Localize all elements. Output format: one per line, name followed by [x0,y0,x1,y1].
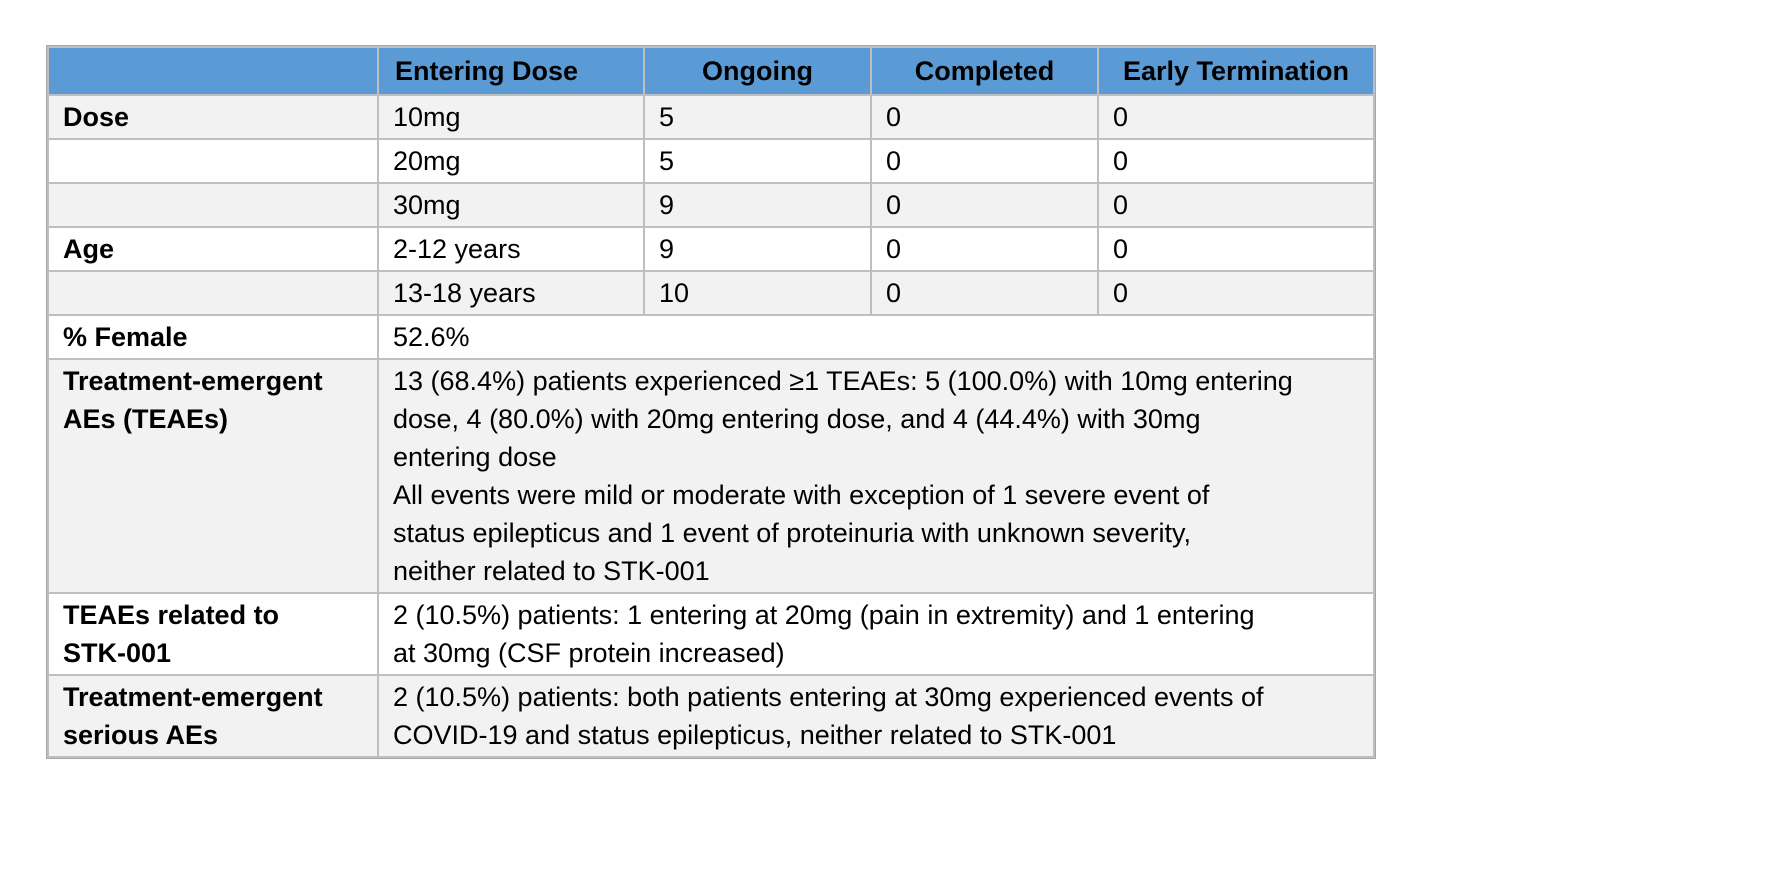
ongoing-cell: 5 [643,138,872,184]
row-label-blank [47,270,379,316]
header-entering-dose: Entering Dose [377,46,645,96]
row-label-teaes: Treatment-emergent AEs (TEAEs) [47,358,379,594]
header-completed: Completed [870,46,1099,96]
table-row-teaes: Treatment-emergent AEs (TEAEs) 13 (68.4%… [47,358,1375,594]
table-row-dose-10mg: Dose 10mg 5 0 0 [47,94,1375,140]
entering-dose-cell: 2-12 years [377,226,645,272]
header-ongoing: Ongoing [643,46,872,96]
completed-cell: 0 [870,270,1099,316]
table-row-teaes-related: TEAEs related to STK-001 2 (10.5%) patie… [47,592,1375,676]
table-row-age-2-12: Age 2-12 years 9 0 0 [47,226,1375,272]
entering-dose-cell: 10mg [377,94,645,140]
completed-cell: 0 [870,138,1099,184]
entering-dose-cell: 13-18 years [377,270,645,316]
header-early-termination: Early Termination [1097,46,1375,96]
summary-text-cell: 13 (68.4%) patients experienced ≥1 TEAEs… [377,358,1375,594]
early-termination-cell: 0 [1097,226,1375,272]
table-row-serious-aes: Treatment-emergent serious AEs 2 (10.5%)… [47,674,1375,758]
early-termination-cell: 0 [1097,182,1375,228]
row-label-teaes-related: TEAEs related to STK-001 [47,592,379,676]
row-label-dose: Dose [47,94,379,140]
table-row-age-13-18: 13-18 years 10 0 0 [47,270,1375,316]
header-row: Entering Dose Ongoing Completed Early Te… [47,46,1375,96]
row-label-percent-female: % Female [47,314,379,360]
table-row-dose-30mg: 30mg 9 0 0 [47,182,1375,228]
ongoing-cell: 5 [643,94,872,140]
entering-dose-cell: 30mg [377,182,645,228]
summary-text-cell: 2 (10.5%) patients: both patients enteri… [377,674,1375,758]
row-label-age: Age [47,226,379,272]
entering-dose-cell: 20mg [377,138,645,184]
ongoing-cell: 9 [643,182,872,228]
early-termination-cell: 0 [1097,138,1375,184]
row-label-blank [47,138,379,184]
row-label-serious-aes: Treatment-emergent serious AEs [47,674,379,758]
summary-text-cell: 2 (10.5%) patients: 1 entering at 20mg (… [377,592,1375,676]
table-row-percent-female: % Female 52.6% [47,314,1375,360]
table-row-dose-20mg: 20mg 5 0 0 [47,138,1375,184]
study-status-table: Entering Dose Ongoing Completed Early Te… [46,45,1376,759]
summary-text-cell: 52.6% [377,314,1375,360]
early-termination-cell: 0 [1097,94,1375,140]
completed-cell: 0 [870,182,1099,228]
ongoing-cell: 9 [643,226,872,272]
header-blank-cell [47,46,379,96]
ongoing-cell: 10 [643,270,872,316]
early-termination-cell: 0 [1097,270,1375,316]
row-label-blank [47,182,379,228]
completed-cell: 0 [870,226,1099,272]
completed-cell: 0 [870,94,1099,140]
